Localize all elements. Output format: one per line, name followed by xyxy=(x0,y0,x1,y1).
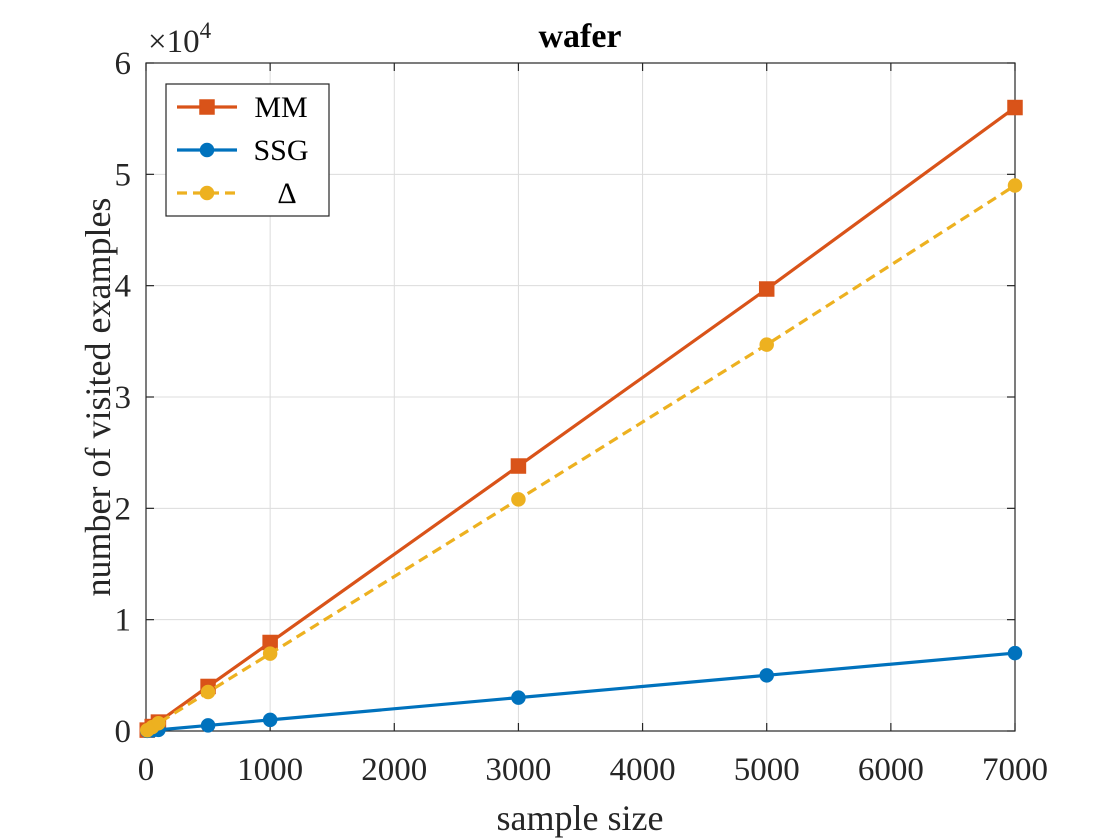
legend-marker-mm xyxy=(199,99,215,115)
x-tick-label: 4000 xyxy=(610,752,676,788)
legend-item-delta: Δ xyxy=(177,177,297,210)
legend-item-ssg: SSG xyxy=(177,134,309,167)
data-point-ssg xyxy=(511,690,526,705)
data-point-ssg xyxy=(262,712,278,728)
x-tick-label: 3000 xyxy=(485,752,551,788)
data-point-ssg xyxy=(200,718,216,733)
data-point-delta xyxy=(262,646,278,661)
data-point-ssg xyxy=(1007,645,1023,661)
legend-label-mm: MM xyxy=(254,91,307,124)
data-point-delta xyxy=(511,492,526,507)
y-axis-label: number of visited examples xyxy=(78,198,118,597)
legend-label-ssg: SSG xyxy=(253,134,308,167)
series-lines xyxy=(139,99,1023,739)
y-tick-label: 2 xyxy=(115,491,132,527)
y-exponent-base: ×10 xyxy=(148,24,200,60)
y-tick-label: 1 xyxy=(115,603,132,639)
legend-label-delta: Δ xyxy=(277,177,296,210)
y-tick-label: 0 xyxy=(115,714,132,750)
y-tick-label: 4 xyxy=(115,269,132,305)
x-tick-label: 2000 xyxy=(361,752,427,788)
legend-marker-ssg xyxy=(199,142,215,158)
x-tick-label: 7000 xyxy=(982,752,1048,788)
data-point-ssg xyxy=(759,668,774,683)
y-tick-label: 5 xyxy=(115,157,132,193)
x-tick-label: 6000 xyxy=(858,752,924,788)
y-tick-label: 6 xyxy=(115,46,132,82)
data-point-delta xyxy=(759,337,774,352)
x-tick-label: 5000 xyxy=(734,752,800,788)
data-point-delta xyxy=(200,684,216,700)
x-tick-label: 0 xyxy=(138,752,155,788)
data-point-mm xyxy=(510,458,527,474)
y-tick-label: 3 xyxy=(115,380,132,416)
legend-marker-delta xyxy=(199,185,215,201)
x-tick-label: 1000 xyxy=(237,752,303,788)
x-axis-label: sample size xyxy=(497,798,664,838)
legend: MM SSG Δ xyxy=(165,83,330,217)
data-point-delta xyxy=(1007,178,1023,193)
data-point-mm xyxy=(1007,99,1023,116)
series-delta xyxy=(139,178,1023,738)
y-exponent: ×104 xyxy=(148,18,212,60)
data-point-delta xyxy=(151,715,166,731)
legend-item-mm: MM xyxy=(177,91,308,124)
data-point-mm xyxy=(758,281,775,297)
y-exponent-power: 4 xyxy=(200,18,212,43)
axis-ticks: 0 1000 2000 3000 4000 5000 6000 7000 0 1 2 3 4 5 6 xyxy=(115,46,1049,788)
chart-title: wafer xyxy=(538,18,621,55)
